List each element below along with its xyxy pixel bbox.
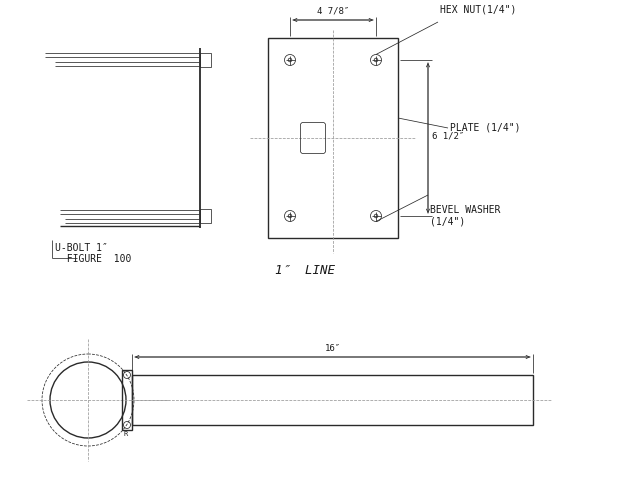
Bar xyxy=(122,370,132,430)
Text: R: R xyxy=(123,431,127,437)
Text: PLATE (1/4"): PLATE (1/4") xyxy=(450,122,521,132)
Bar xyxy=(200,53,211,67)
Bar xyxy=(268,38,398,238)
Text: (1/4"): (1/4") xyxy=(430,216,465,226)
Bar xyxy=(132,375,533,425)
Text: HEX NUT(1/4"): HEX NUT(1/4") xyxy=(440,4,516,14)
Text: 6 1/2″: 6 1/2″ xyxy=(432,132,464,141)
Text: 16″: 16″ xyxy=(325,344,341,353)
Text: BEVEL WASHER: BEVEL WASHER xyxy=(430,205,500,215)
Bar xyxy=(200,209,211,223)
Text: 4 7/8″: 4 7/8″ xyxy=(317,7,349,16)
Text: U-BOLT 1″: U-BOLT 1″ xyxy=(55,243,108,253)
Text: 1″  LINE: 1″ LINE xyxy=(275,263,335,277)
Text: FIGURE  100: FIGURE 100 xyxy=(55,254,131,264)
